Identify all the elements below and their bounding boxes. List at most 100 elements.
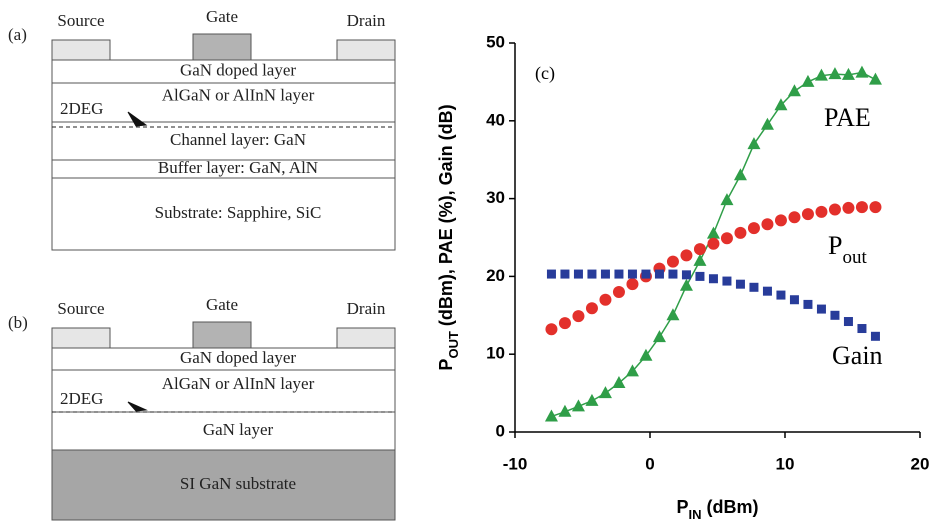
point [558,317,571,330]
point [762,286,772,296]
x-tick-label: 20 [911,454,930,473]
panel-label: (c) [535,63,555,84]
point [720,193,734,206]
contact [336,39,396,61]
point [585,302,598,315]
panel-label: (a) [8,25,27,44]
point [695,271,705,281]
layer [51,177,396,251]
point [801,208,814,221]
point [868,72,882,85]
x-tick-label: 0 [645,454,654,473]
point [787,84,801,97]
layer-label: SI GaN substrate [180,474,296,493]
layer-label: GaN doped layer [180,60,296,79]
point [735,279,745,289]
point [842,201,855,214]
contact [51,39,111,61]
layer [51,82,396,123]
layer-label: AlGaN or AlInN layer [162,374,315,393]
point [722,276,732,286]
point [733,168,747,181]
point [612,285,625,298]
point [749,282,759,292]
layer [51,121,396,161]
y-tick-label: 20 [486,266,505,285]
point [599,293,612,306]
point [572,310,585,323]
contact-label: Source [57,11,104,30]
point [600,269,610,279]
point [545,323,558,336]
point [681,270,691,280]
2deg-arrow [127,111,148,127]
contact [51,327,111,349]
layer-label: GaN doped layer [180,348,296,367]
contact-label: Source [57,299,104,318]
point [761,218,774,231]
layer [51,449,396,521]
y-tick-label: 0 [496,421,505,440]
contact [336,327,396,349]
point [706,226,720,239]
point [666,308,680,321]
point [789,295,799,305]
point [815,205,828,218]
series-name: Gain [832,341,883,370]
x-axis-label-rest: (dBm) [702,497,759,517]
2deg-label: 2DEG [60,99,103,118]
point [560,269,570,279]
point [639,348,653,361]
point [612,375,626,388]
point [855,65,869,78]
point [625,364,639,377]
layer-label: Channel layer: GaN [170,130,306,149]
point [598,386,612,399]
y-axis-label: POUT (dBm), PAE (%), Gain (dB) [436,104,461,370]
panel-label: (b) [8,313,28,332]
point [760,117,774,130]
point [654,269,664,279]
y-tick-label: 10 [486,344,505,363]
point [747,137,761,150]
point [841,67,855,80]
point [803,299,813,309]
point [668,269,678,279]
2deg-arrow [127,401,148,412]
point [571,399,585,412]
contact-label: Gate [206,7,238,26]
contact [192,33,252,61]
point [855,201,868,214]
point [680,249,693,262]
layer-label: GaN layer [203,420,274,439]
point [627,269,637,279]
y-tick-label: 40 [486,110,505,129]
point [720,232,733,245]
point [870,331,880,341]
layer [51,411,396,451]
x-tick-label: -10 [503,454,528,473]
series-label: Pout [828,231,867,268]
contact-label: Gate [206,295,238,314]
point [801,74,815,87]
y-tick-label: 50 [486,32,505,51]
point [788,211,801,224]
point [641,269,651,279]
point [734,226,747,239]
x-axis-label: PIN (dBm) [676,497,758,521]
series-name: P [828,231,842,260]
x-axis-label-main: P [676,497,688,517]
contact-label: Drain [347,11,386,30]
point [869,201,882,214]
point [816,304,826,314]
point [626,278,639,291]
x-axis-label-sub: IN [689,507,702,521]
y-axis-label-sub: OUT [446,331,461,359]
point [707,237,720,250]
2deg-label: 2DEG [60,389,103,408]
series-label: Gain [832,341,883,370]
point [585,393,599,406]
point [774,98,788,111]
point [558,404,572,417]
